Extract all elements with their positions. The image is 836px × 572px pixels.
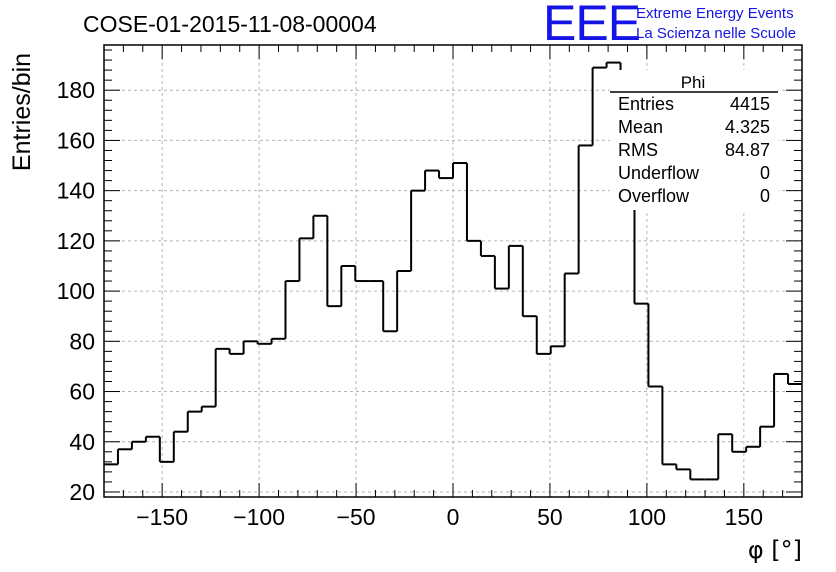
y-tick-label: 20 [69,479,95,505]
stats-label: Overflow [618,186,690,206]
y-tick-label: 160 [57,127,95,153]
grid-lines [104,45,802,497]
x-tick-label: −100 [233,504,285,530]
x-tick-label: 100 [628,504,666,530]
stats-value: 0 [760,163,770,183]
chart-title: COSE-01-2015-11-08-00004 [83,11,377,37]
stats-label: RMS [618,140,658,160]
x-tick-label: 150 [725,504,763,530]
stats-box-bg [610,70,778,210]
stats-value: 84.87 [725,140,770,160]
y-tick-label: 60 [69,379,95,405]
stats-box: Phi Entries 4415 Mean 4.325 RMS 84.87 Underflow… [610,70,778,210]
axis-ticks [103,45,803,497]
y-tick-label: 100 [57,278,95,304]
histogram-series [104,61,802,481]
x-tick-label: −50 [337,504,376,530]
stats-value: 4.325 [725,117,770,137]
stats-value: 4415 [730,94,770,114]
x-tick-label: 50 [537,504,563,530]
tick-labels: −150 −100 −50 0 50 100 150 20 40 60 80 100 120 140 160… [57,77,763,530]
stats-label: Mean [618,117,663,137]
y-tick-label: 40 [69,429,95,455]
y-tick-label: 80 [69,328,95,354]
logo-line-2: La Scienza nelle Scuole [636,25,797,42]
logo-line-1: Extreme Energy Events [636,5,794,22]
x-axis-label: φ [°] [748,536,802,564]
y-tick-label: 140 [57,178,95,204]
stats-title: Phi [681,73,706,92]
stats-label: Underflow [618,163,700,183]
eee-logo: EEE [543,0,641,51]
x-tick-label: −150 [136,504,188,530]
stats-label: Entries [618,94,674,114]
x-tick-label: 0 [447,504,460,530]
y-tick-label: 180 [57,77,95,103]
y-axis-label: Entries/bin [8,53,36,171]
y-tick-label: 120 [57,228,95,254]
stats-value: 0 [760,186,770,206]
